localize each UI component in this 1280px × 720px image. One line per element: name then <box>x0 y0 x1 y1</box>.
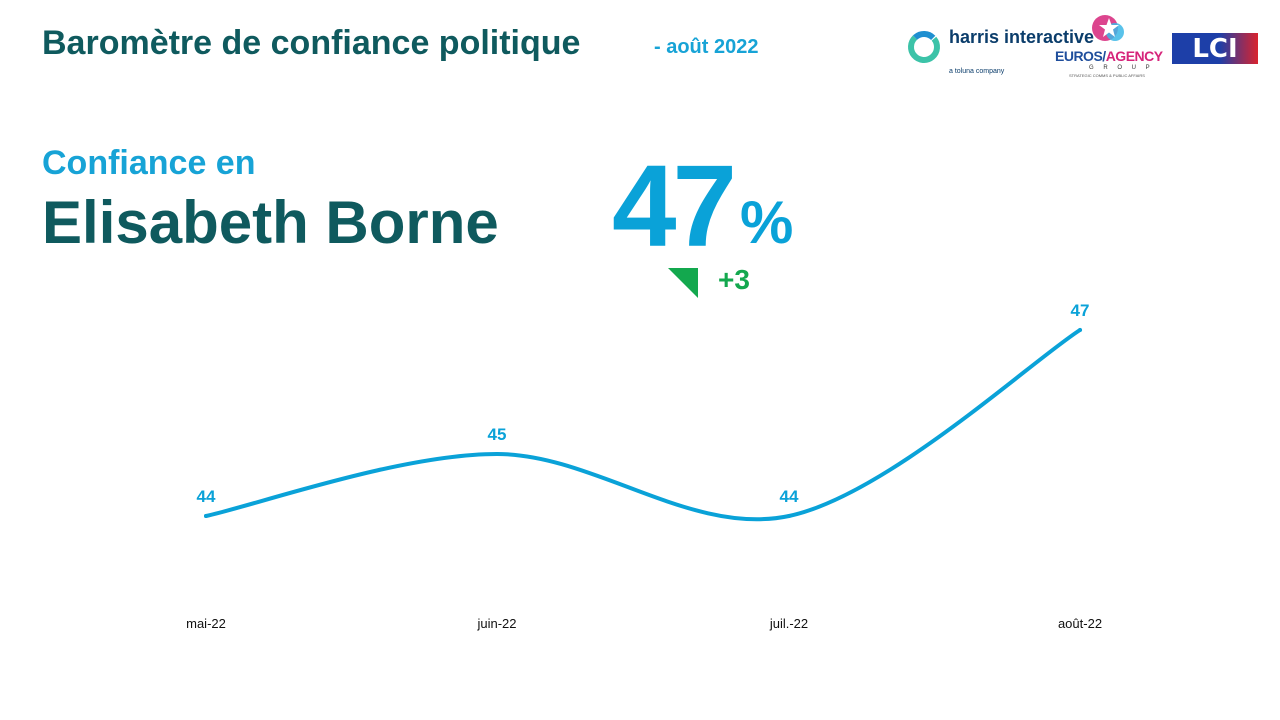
series-line <box>204 328 1082 522</box>
harris-logo-tagline: a toluna company <box>949 68 1005 75</box>
x-tick-label: août-22 <box>1058 616 1102 631</box>
data-point <box>787 514 791 518</box>
harris-interactive-logo: harris interactive a toluna company <box>905 28 1094 80</box>
data-point <box>1078 328 1082 332</box>
data-label: 47 <box>1071 301 1090 320</box>
data-label: 44 <box>197 487 216 506</box>
harris-ring-icon <box>908 31 940 63</box>
euros-logo-text: EUROS/AGENCY <box>1055 48 1163 64</box>
data-label: 44 <box>780 487 799 506</box>
euros-logo-tagline: STRATEGIC COMMS & PUBLIC AFFAIRS <box>1069 73 1145 78</box>
data-point <box>204 514 208 518</box>
star-icon <box>1092 15 1124 41</box>
harris-logo-text: harris interactive <box>949 27 1095 47</box>
headline-prefix: Confiance en <box>42 144 256 182</box>
euros-logo-group: G R O U P <box>1089 65 1154 71</box>
confidence-value: 47 <box>612 141 737 271</box>
data-point <box>495 452 499 456</box>
page-subtitle: - août 2022 <box>654 36 759 58</box>
green-triangle-indicator-icon <box>668 268 698 298</box>
percent-sign: % <box>740 189 794 256</box>
lci-logo: LCI <box>1172 33 1258 64</box>
person-name: Elisabeth Borne <box>42 189 499 256</box>
euros-agency-logo: EUROS/AGENCY G R O U P STRATEGIC COMMS &… <box>1053 12 1163 82</box>
page-title: Baromètre de confiance politique <box>42 24 581 62</box>
x-tick-label: juin-22 <box>476 616 516 631</box>
euros-logo-text-left: EUROS/ <box>1055 48 1106 64</box>
euros-logo-text-right: AGENCY <box>1105 48 1163 64</box>
data-label: 45 <box>488 425 507 444</box>
x-tick-label: juil.-22 <box>769 616 808 631</box>
x-tick-label: mai-22 <box>186 616 226 631</box>
confidence-delta: +3 <box>718 264 750 295</box>
